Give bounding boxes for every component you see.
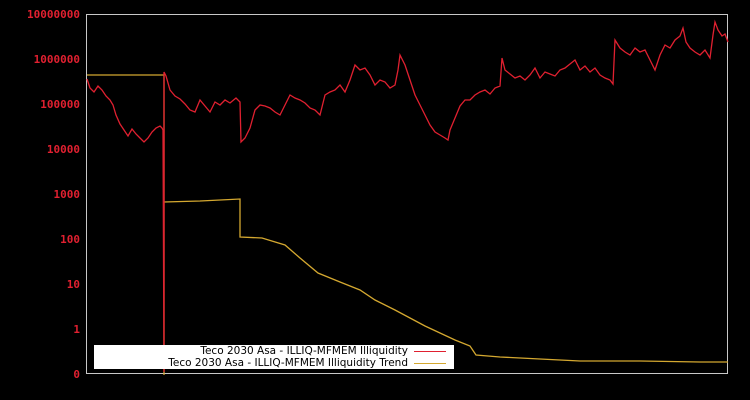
y-tick-label: 0 xyxy=(73,368,80,381)
y-tick-label: 100 xyxy=(60,233,80,246)
legend-label-trend: Teco 2030 Asa - ILLIQ-MFMEM Illiquidity … xyxy=(168,357,408,369)
y-tick-label: 1000000 xyxy=(33,53,80,66)
y-tick-label: 1000 xyxy=(53,188,81,201)
y-tick-label: 10 xyxy=(66,278,80,291)
y-tick-label: 1 xyxy=(73,323,80,336)
plot-frame xyxy=(86,14,728,374)
chart-legend: Teco 2030 Asa - ILLIQ-MFMEM Illiquidity … xyxy=(94,345,454,369)
legend-swatch-trend xyxy=(414,363,446,364)
trend-series-line xyxy=(87,74,728,375)
legend-swatch-illiquidity xyxy=(414,351,446,352)
y-tick-label: 10000000 xyxy=(27,8,80,21)
legend-label-illiquidity: Teco 2030 Asa - ILLIQ-MFMEM Illiquidity xyxy=(200,345,408,357)
y-tick-label: 10000 xyxy=(46,143,80,156)
illiquidity-series-line xyxy=(86,19,729,373)
y-tick-label: 100000 xyxy=(40,98,80,111)
